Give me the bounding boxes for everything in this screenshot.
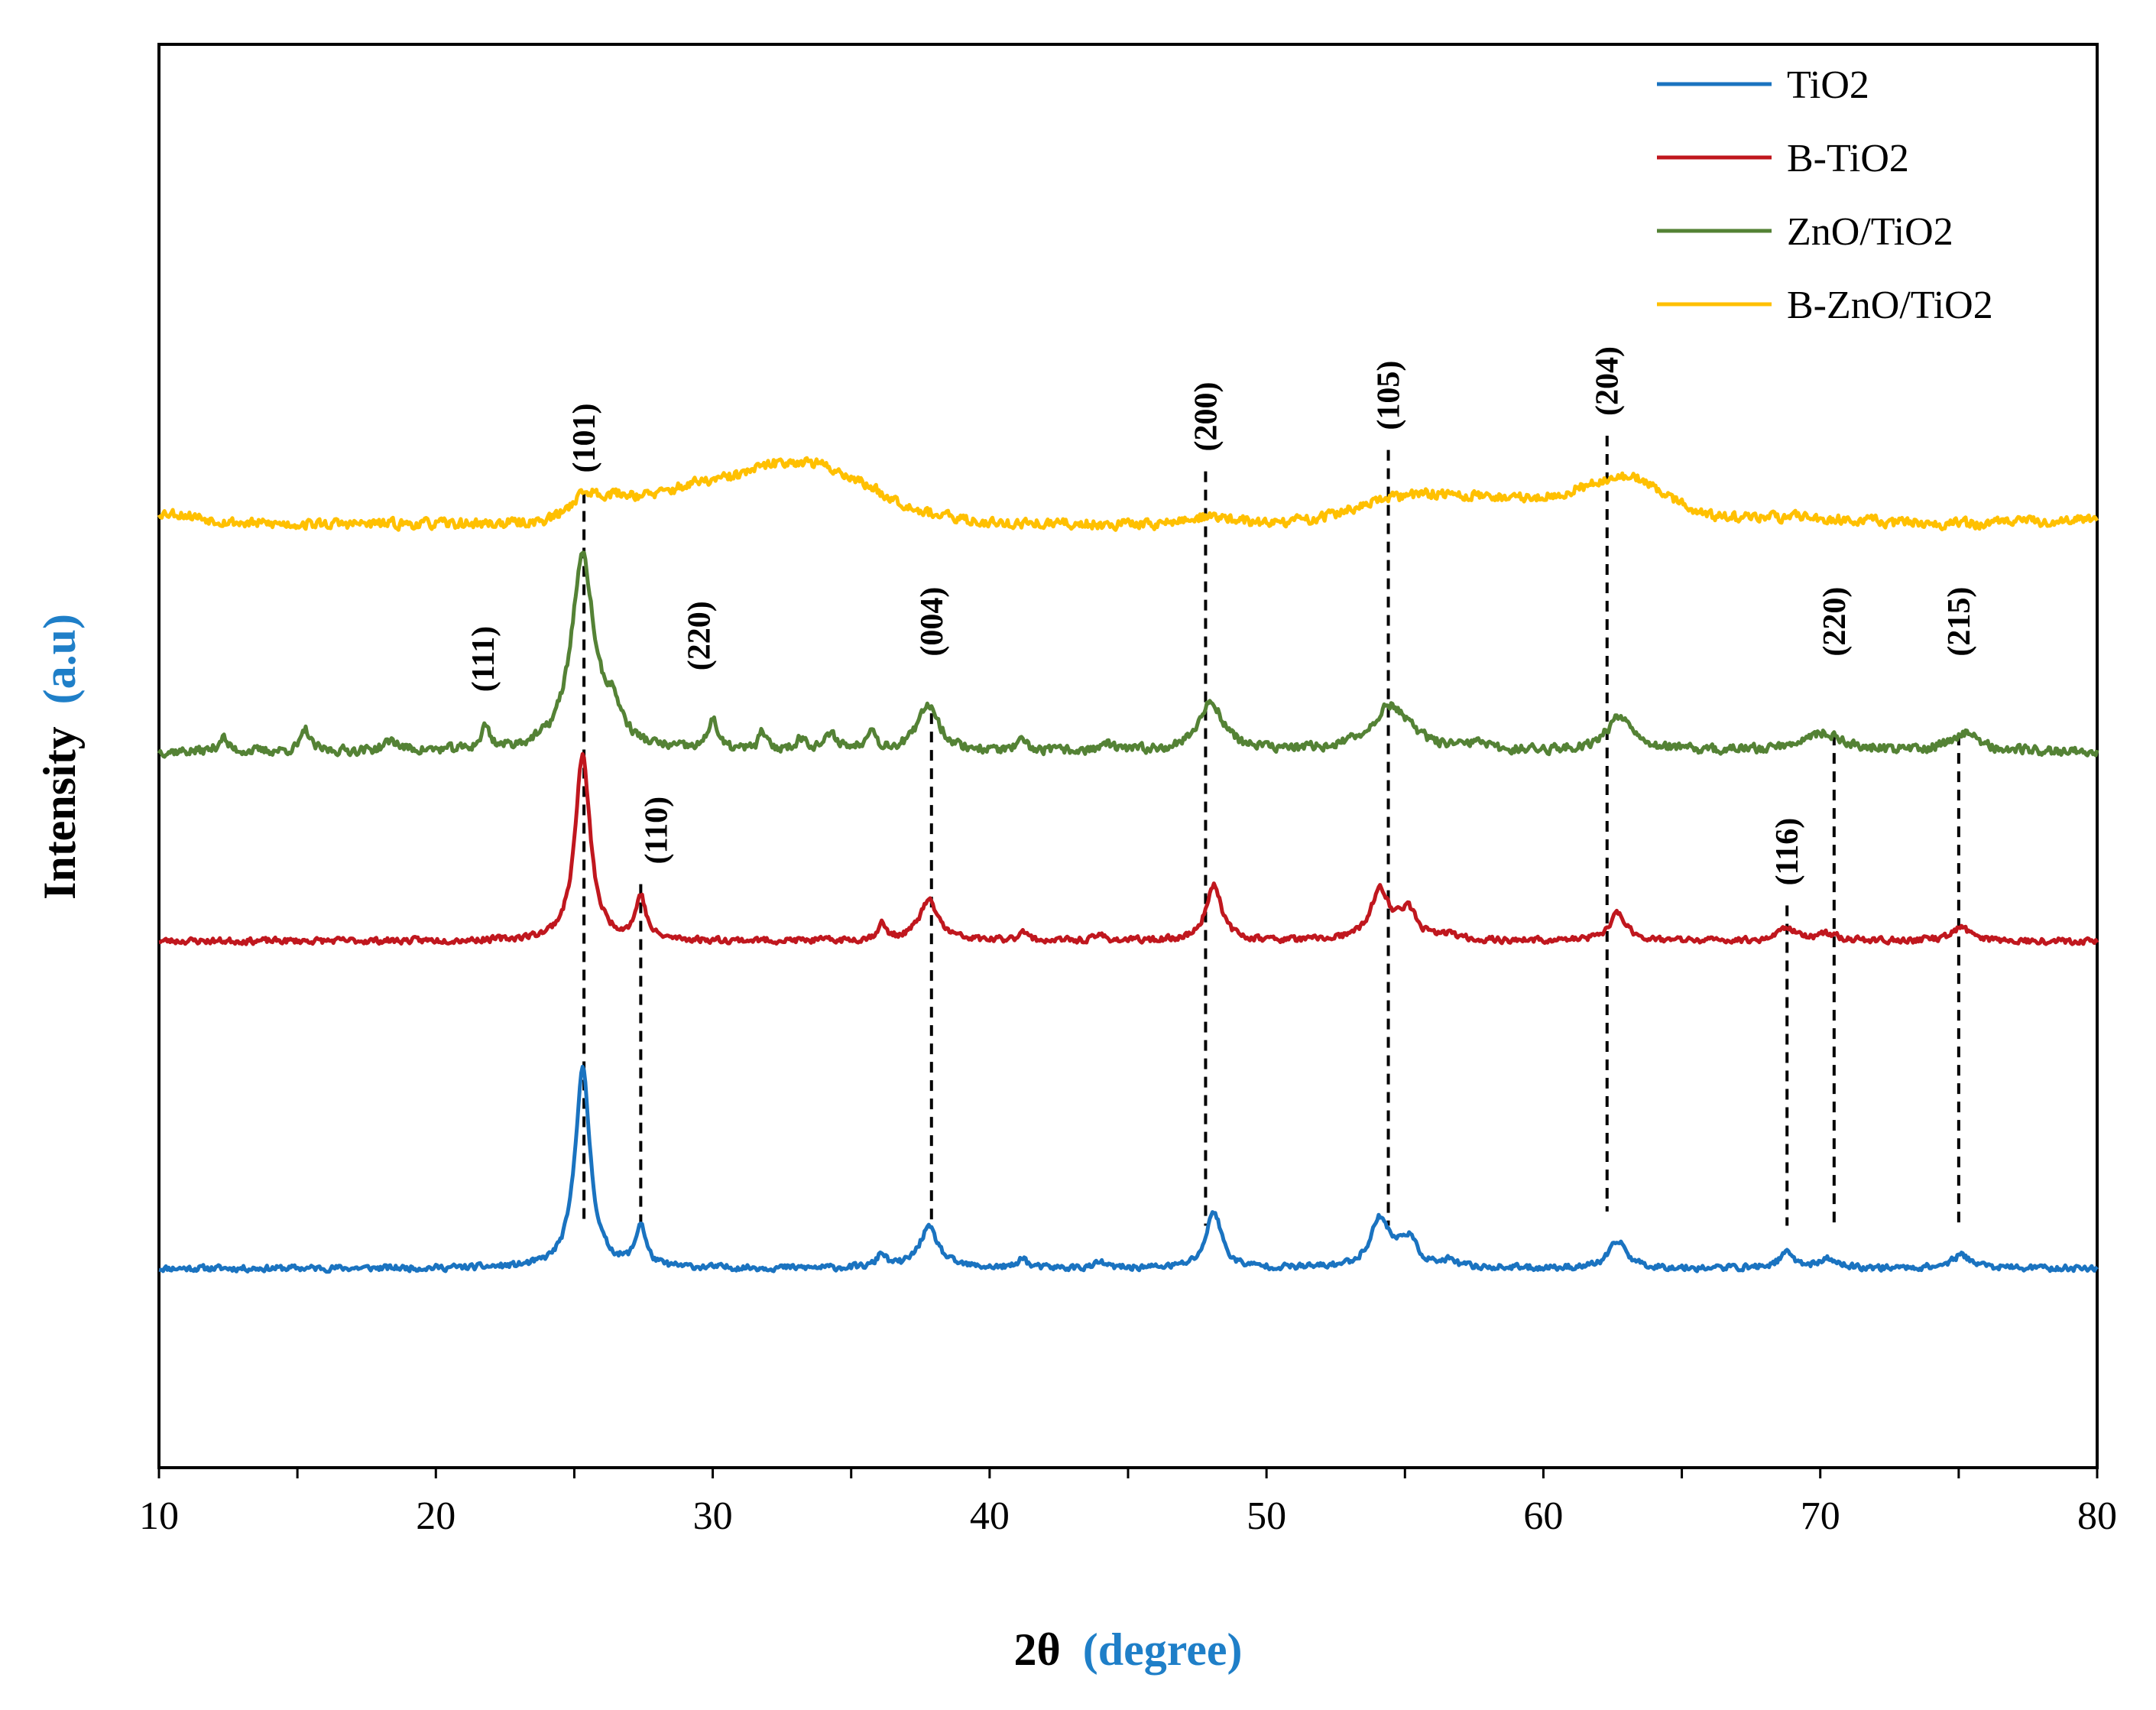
series-line-zno-tio2	[157, 550, 2099, 759]
x-tick-label: 60	[1523, 1494, 1563, 1538]
series-line-b-tio2	[158, 751, 2099, 946]
peak-labels: (101) (110) (111) (220) (004) (200) (105) (204)…	[466, 346, 1977, 885]
peak-reference-lines	[582, 436, 1960, 1226]
y-axis-title-unit: (a.u)	[34, 614, 85, 704]
x-tick-label: 50	[1247, 1494, 1286, 1538]
peak-label: (204)	[1590, 346, 1626, 416]
plot-frame	[157, 43, 2099, 1469]
legend-label: TiO2	[1787, 63, 1869, 107]
y-axis-title: Intensity (a.u)	[34, 614, 85, 900]
peak-label: (110)	[639, 797, 674, 865]
series-line-tio2	[158, 1064, 2099, 1274]
x-tick-label: 20	[416, 1494, 456, 1538]
peak-label: (116)	[1770, 818, 1805, 886]
x-axis-title: 2θ (degree)	[1013, 1624, 1242, 1675]
peak-label: (220)	[682, 601, 717, 670]
legend-label: B-ZnO/TiO2	[1787, 284, 1993, 327]
peak-label: (101)	[567, 403, 602, 472]
x-axis-title-main: 2θ	[1013, 1624, 1060, 1675]
legend-label: ZnO/TiO2	[1787, 210, 1953, 254]
peak-label: (215)	[1942, 587, 1977, 657]
series-line-b-zno-tio2	[157, 456, 2099, 532]
peak-label: (220)	[1817, 587, 1853, 657]
x-tick-label: 70	[1801, 1494, 1840, 1538]
x-axis: 10 20 30 40 50 60 70 80	[139, 1468, 2117, 1538]
series-group	[157, 456, 2099, 1274]
y-axis-title-main: Intensity	[34, 726, 85, 900]
x-tick-label: 80	[2077, 1494, 2117, 1538]
peak-label: (111)	[466, 626, 501, 692]
legend-label: B-TiO2	[1787, 137, 1909, 180]
peak-label: (105)	[1372, 361, 1407, 430]
legend: TiO2 B-TiO2 ZnO/TiO2 B-ZnO/TiO2	[1657, 63, 1993, 327]
x-tick-label: 30	[693, 1494, 733, 1538]
x-tick-label: 10	[139, 1494, 179, 1538]
x-tick-label: 40	[970, 1494, 1010, 1538]
peak-label: (200)	[1188, 382, 1224, 452]
plot-area-border	[157, 43, 2099, 1469]
peak-label: (004)	[915, 587, 950, 657]
x-axis-title-unit: (degree)	[1083, 1624, 1243, 1675]
